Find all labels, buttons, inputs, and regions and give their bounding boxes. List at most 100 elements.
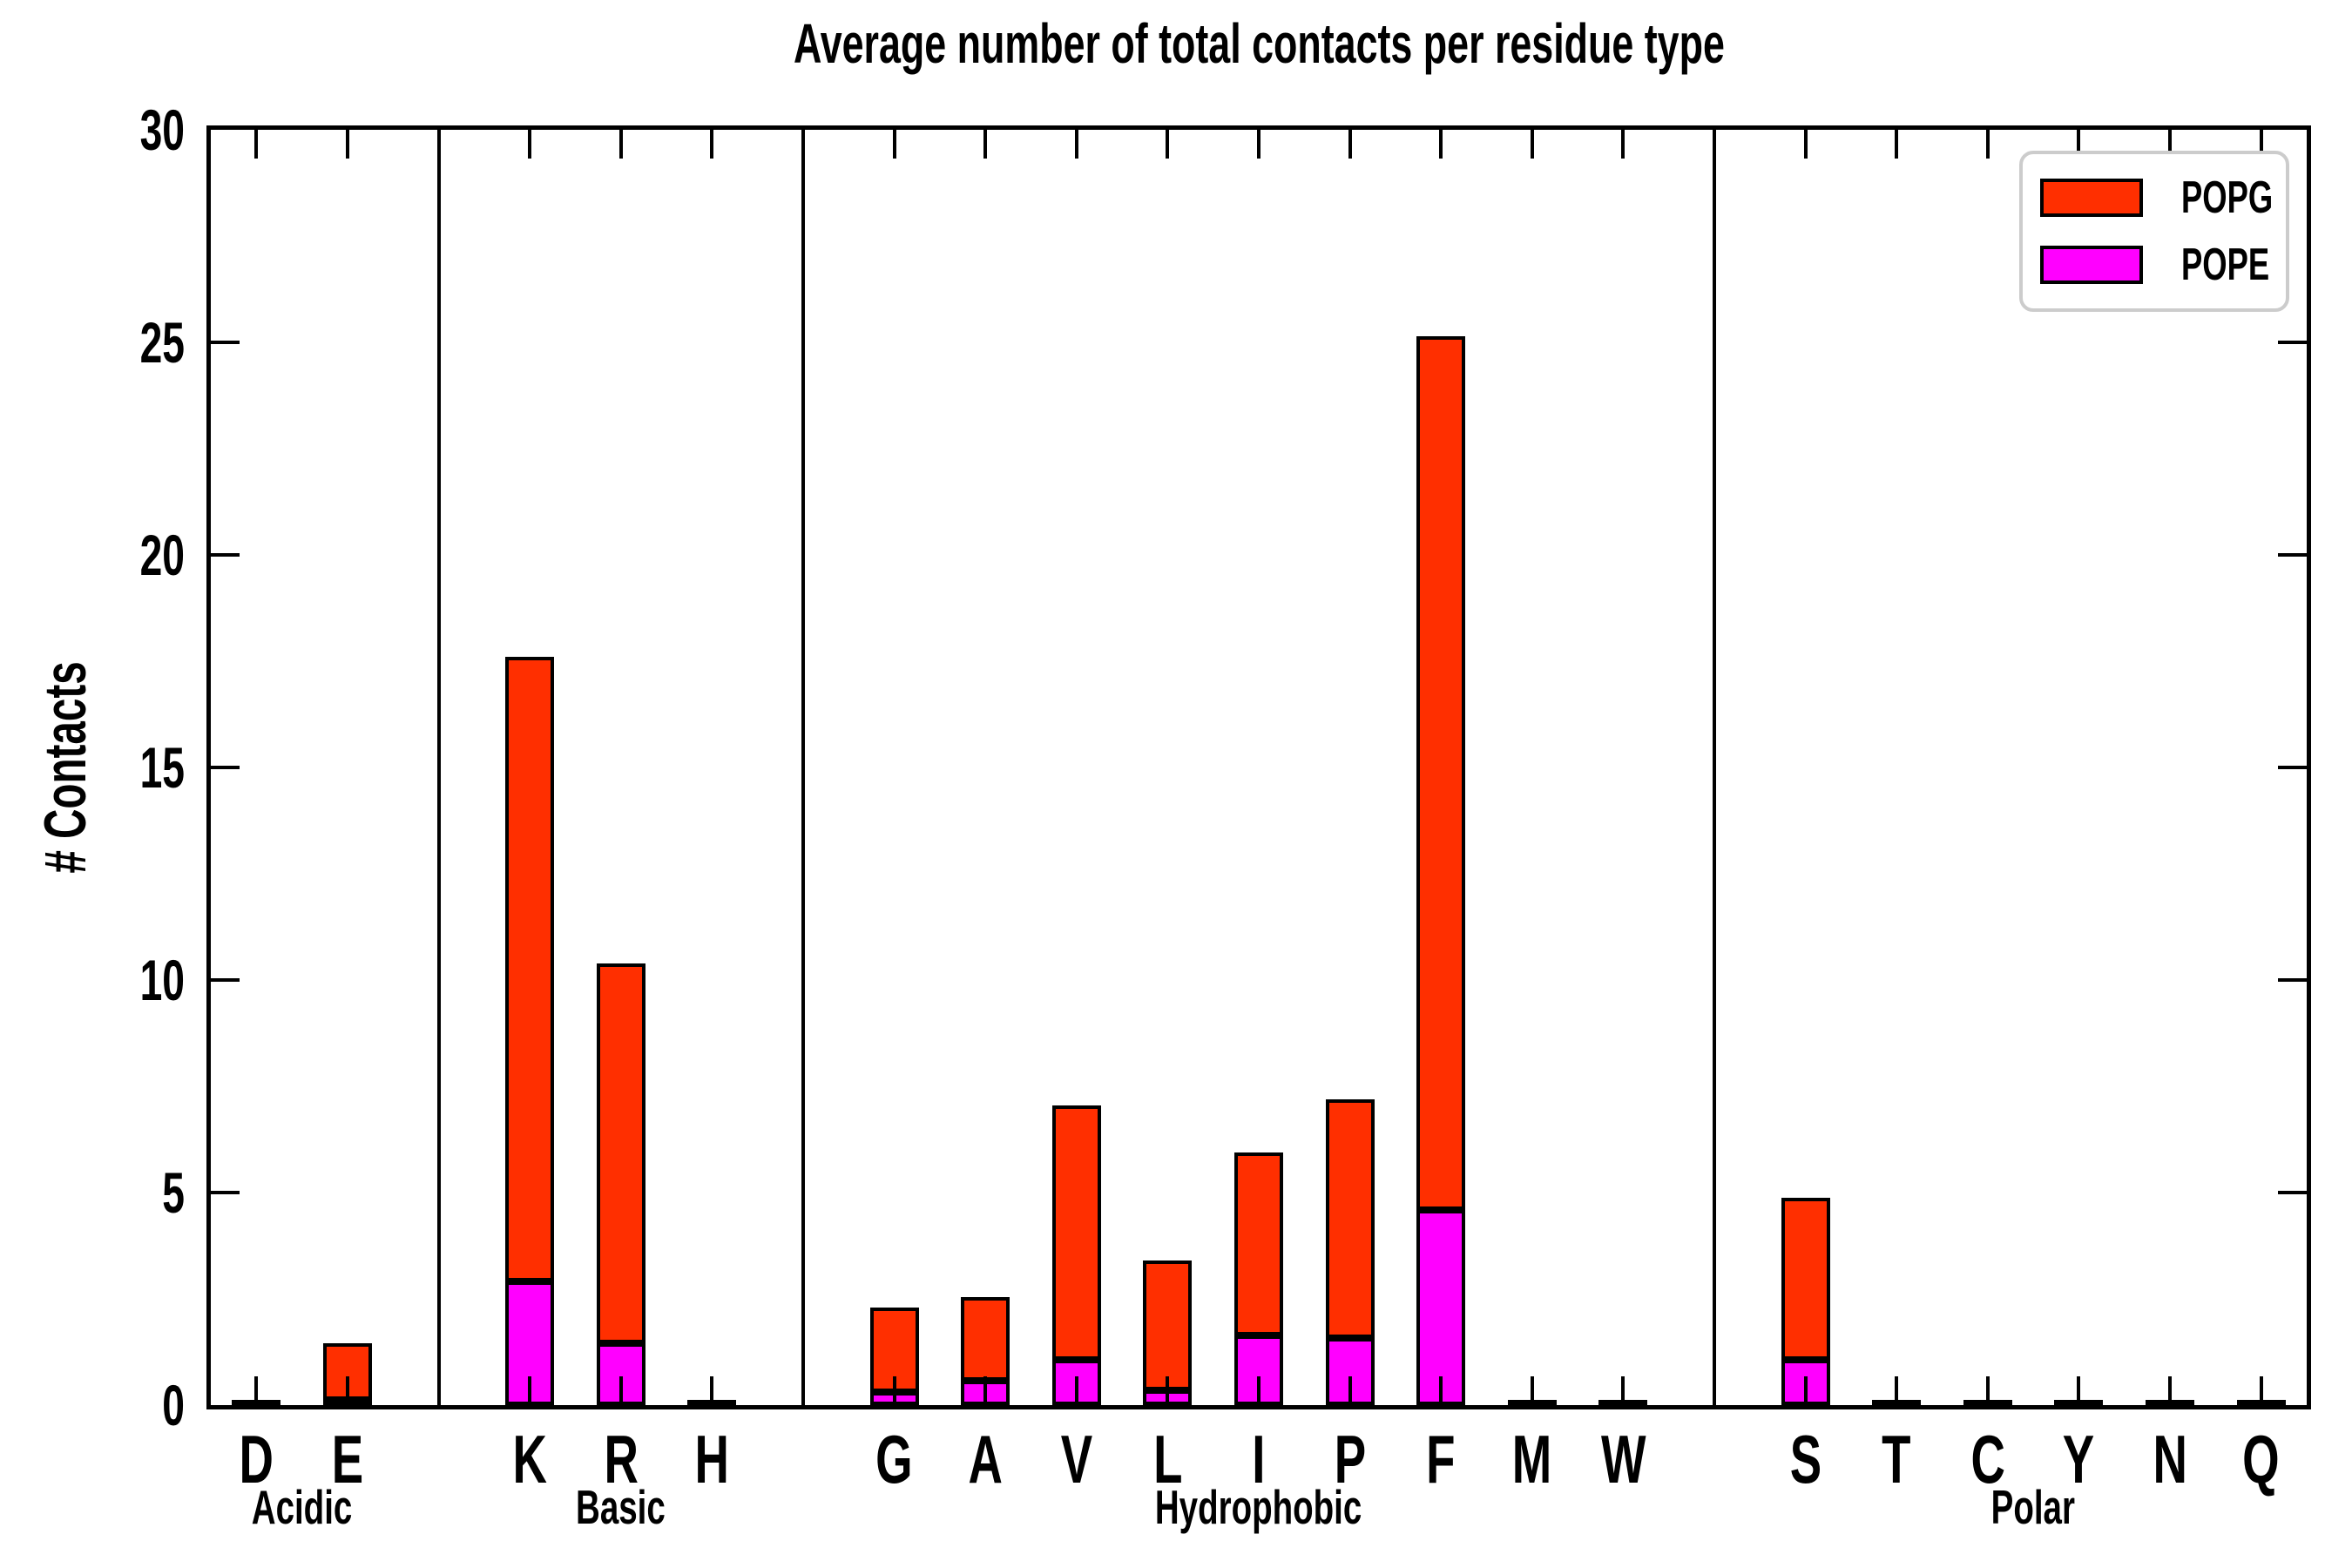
x-tick-letter: H: [694, 1421, 730, 1497]
group-label-text: Acidic: [251, 1480, 353, 1534]
bar-L-popg: [1143, 1260, 1193, 1390]
x-tick-letter: Y: [2063, 1421, 2095, 1497]
x-tick-F-top: [1439, 130, 1443, 159]
x-tick-K-top: [528, 130, 532, 159]
x-tick-L-bottom: [1166, 1376, 1170, 1405]
x-tick-label-N: N: [2109, 1423, 2231, 1496]
x-tick-letter: W: [1600, 1421, 1646, 1497]
x-tick-letter: G: [875, 1421, 913, 1497]
x-tick-label-P: P: [1289, 1423, 1411, 1496]
x-tick-Y-bottom: [2077, 1376, 2081, 1405]
x-tick-label-D: D: [195, 1423, 317, 1496]
x-tick-letter: I: [1252, 1421, 1266, 1497]
bar-G-popg: [869, 1307, 919, 1392]
x-tick-P-bottom: [1348, 1376, 1352, 1405]
x-tick-label-E: E: [287, 1423, 409, 1496]
y-tick-label: 10: [139, 948, 185, 1012]
y-tick-right: [2278, 1191, 2307, 1194]
x-tick-letter: F: [1426, 1421, 1456, 1497]
x-tick-V-top: [1074, 130, 1078, 159]
group-separator-line: [1713, 130, 1717, 1405]
x-tick-K-bottom: [528, 1376, 532, 1405]
x-tick-W-bottom: [1621, 1376, 1625, 1405]
x-tick-C-bottom: [1985, 1376, 1990, 1405]
x-tick-F-bottom: [1439, 1376, 1443, 1405]
pope-swatch-icon: [2040, 245, 2143, 284]
x-tick-D-top: [254, 130, 259, 159]
y-tick-right: [2278, 766, 2307, 769]
legend-row-popg: POPG: [2040, 172, 2286, 223]
x-tick-label-L: L: [1106, 1423, 1228, 1496]
x-tick-I-top: [1257, 130, 1260, 159]
x-tick-label-S: S: [1745, 1423, 1867, 1496]
group-label-text: Hydrophobic: [1155, 1480, 1362, 1534]
x-tick-letter: N: [2153, 1421, 2187, 1497]
bar-S-popg: [1781, 1198, 1830, 1361]
x-tick-M-bottom: [1530, 1376, 1534, 1405]
y-tick-left: [211, 978, 240, 982]
x-tick-label-R: R: [560, 1423, 682, 1496]
y-tick-right: [2278, 341, 2307, 344]
x-tick-letter: Q: [2242, 1421, 2280, 1497]
bar-R-popg: [596, 963, 645, 1344]
bar-F-popg: [1416, 335, 1466, 1210]
x-tick-letter: S: [1789, 1421, 1821, 1497]
x-tick-letter: K: [512, 1421, 547, 1497]
group-separator-line: [801, 130, 805, 1405]
x-tick-E-bottom: [345, 1376, 349, 1405]
x-tick-Q-top: [2259, 130, 2263, 159]
x-tick-W-top: [1621, 130, 1625, 159]
x-tick-label-A: A: [924, 1423, 1046, 1496]
x-tick-R-bottom: [618, 1376, 623, 1405]
x-tick-G-bottom: [892, 1376, 896, 1405]
group-label-acidic: Acidic: [93, 1481, 511, 1533]
bar-P-pope: [1325, 1338, 1375, 1405]
x-tick-T-top: [1895, 130, 1899, 159]
bar-K-popg: [505, 657, 555, 1282]
x-tick-S-bottom: [1803, 1376, 1808, 1405]
group-label-basic: Basic: [412, 1481, 830, 1533]
x-tick-A-bottom: [983, 1376, 988, 1405]
x-tick-label-G: G: [834, 1423, 956, 1496]
bar-I-popg: [1234, 1152, 1283, 1336]
y-tick-label: 5: [162, 1160, 185, 1225]
x-tick-G-top: [892, 130, 896, 159]
y-tick-label: 25: [139, 310, 185, 375]
x-tick-label-Q: Q: [2200, 1423, 2322, 1496]
x-tick-H-top: [710, 130, 714, 159]
x-tick-letter: P: [1334, 1421, 1366, 1497]
x-tick-letter: D: [239, 1421, 274, 1497]
group-label-hydrophobic: Hydrophobic: [1050, 1481, 1468, 1533]
x-tick-S-top: [1803, 130, 1808, 159]
x-tick-letter: E: [331, 1421, 364, 1497]
legend-label-popg: POPG: [2181, 172, 2274, 224]
y-tick-left: [211, 341, 240, 344]
x-tick-letter: V: [1060, 1421, 1092, 1497]
y-tick-label: 20: [139, 523, 185, 587]
x-tick-label-W: W: [1562, 1423, 1684, 1496]
x-tick-label-M: M: [1471, 1423, 1593, 1496]
y-tick-right: [2278, 553, 2307, 557]
x-tick-label-V: V: [1016, 1423, 1138, 1496]
legend: POPG POPE: [2019, 151, 2289, 312]
x-tick-letter: C: [1970, 1421, 2005, 1497]
x-tick-letter: A: [968, 1421, 1003, 1497]
y-tick-label: 30: [139, 98, 185, 162]
x-tick-label-Y: Y: [2017, 1423, 2139, 1496]
y-tick-left: [211, 553, 240, 557]
x-tick-N-bottom: [2168, 1376, 2173, 1405]
group-label-text: Polar: [1991, 1480, 2076, 1534]
x-tick-T-bottom: [1895, 1376, 1899, 1405]
x-tick-letter: R: [604, 1421, 639, 1497]
x-tick-letter: T: [1882, 1421, 1911, 1497]
x-tick-V-bottom: [1074, 1376, 1078, 1405]
x-tick-letter: M: [1512, 1421, 1552, 1497]
x-tick-H-bottom: [710, 1376, 714, 1405]
y-tick-label: 15: [139, 735, 185, 800]
x-tick-Y-top: [2077, 130, 2081, 159]
bar-V-popg: [1051, 1105, 1101, 1361]
x-tick-P-top: [1348, 130, 1352, 159]
plot-area: [206, 125, 2311, 1409]
x-tick-D-bottom: [254, 1376, 259, 1405]
group-label-polar: Polar: [1824, 1481, 2242, 1533]
